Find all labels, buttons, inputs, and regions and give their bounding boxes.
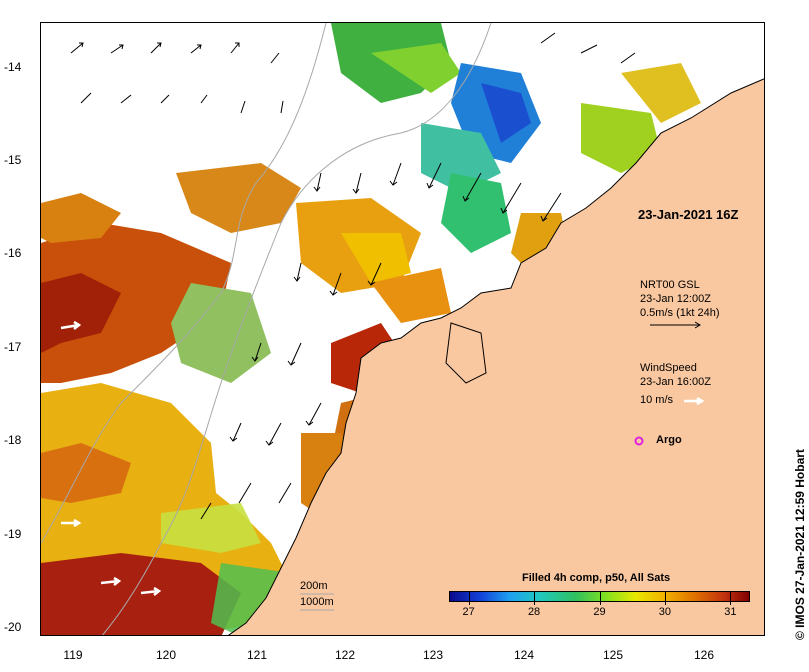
lon-label: 126 xyxy=(693,648,715,662)
credit-label: © IMOS 27-Jan-2021 12:59 Hobart xyxy=(793,449,807,640)
colorbar-title: Filled 4h comp, p50, All Sats xyxy=(522,572,671,584)
lon-label: 120 xyxy=(155,648,177,662)
lat-label: -20 xyxy=(4,620,22,634)
argo-float-icon xyxy=(634,436,644,446)
colorbar-tick xyxy=(534,591,536,605)
lat-label: -14 xyxy=(4,60,22,74)
current-time-label: 23-Jan 12:00Z xyxy=(640,293,711,305)
wind-title-label: WindSpeed xyxy=(640,362,697,374)
colorbar-tick-label: 30 xyxy=(658,606,672,618)
lon-label: 122 xyxy=(334,648,356,662)
current-source-label: NRT00 GSL xyxy=(640,279,700,291)
colorbar-tick xyxy=(730,591,732,605)
isobath-legend-lines xyxy=(300,593,334,611)
colorbar-tick-label: 29 xyxy=(593,606,606,618)
colorbar-tick-label: 31 xyxy=(724,606,737,618)
colorbar-tick xyxy=(599,591,601,605)
argo-label: Argo xyxy=(656,434,682,446)
map-plot-area xyxy=(40,22,765,636)
wind-time-label: 23-Jan 16:00Z xyxy=(640,376,711,388)
current-vectors xyxy=(70,32,636,520)
colorbar-tick xyxy=(664,591,666,605)
land-mass xyxy=(227,78,764,635)
colorbar-tick xyxy=(468,591,470,605)
colorbar-tick-label: 28 xyxy=(527,606,541,618)
sst-map xyxy=(41,23,764,635)
lat-label: -17 xyxy=(4,340,22,354)
lon-label: 124 xyxy=(513,648,535,662)
lat-label: -16 xyxy=(4,246,22,260)
isobath-1000-label: 1000m xyxy=(300,596,334,608)
isobath-lines xyxy=(41,23,492,635)
lon-label: 125 xyxy=(602,648,624,662)
sst-fill xyxy=(41,23,701,635)
lon-label: 121 xyxy=(246,648,268,662)
colorbar-tick-label: 27 xyxy=(462,606,475,618)
wind-scale-arrow-icon xyxy=(684,396,705,406)
lat-label: -18 xyxy=(4,433,22,447)
isobath-200-label: 200m xyxy=(300,580,328,592)
lon-label: 123 xyxy=(422,648,444,662)
wind-scale-label: 10 m/s xyxy=(640,394,674,406)
lat-label: -15 xyxy=(4,153,22,167)
current-scale-label: 0.5m/s (1kt 24h) xyxy=(640,307,720,319)
product-time-label: 23-Jan-2021 16Z xyxy=(638,207,739,222)
lon-label: 119 xyxy=(63,648,83,662)
lat-label: -19 xyxy=(4,527,22,541)
wind-vectors xyxy=(60,320,162,596)
current-scale-arrow-icon xyxy=(650,321,701,329)
